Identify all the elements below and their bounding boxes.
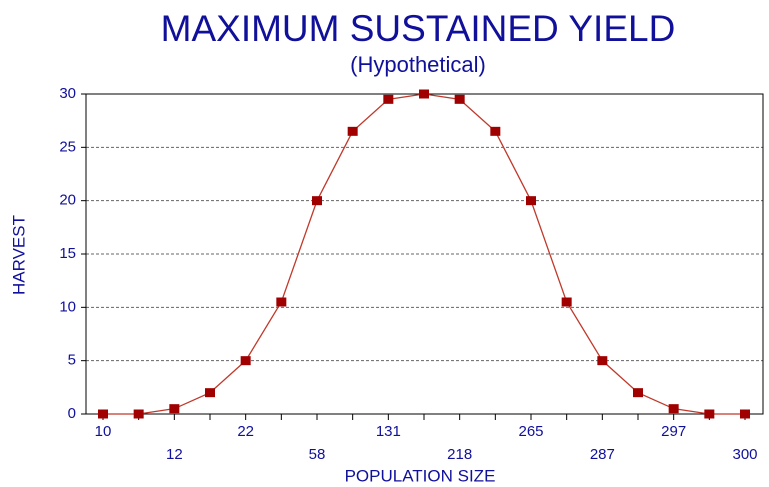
point-marker	[240, 356, 251, 366]
y-tick-label: 10	[59, 298, 76, 315]
point-marker	[205, 388, 215, 398]
y-tick-label: 30	[59, 85, 76, 102]
point-marker	[490, 126, 501, 136]
y-tick-label: 25	[59, 138, 76, 155]
point-marker	[98, 409, 108, 419]
point-marker	[668, 404, 679, 414]
x-axis-label: POPULATION SIZE	[345, 466, 496, 485]
x-tick-label: 300	[732, 446, 757, 463]
y-axis-label: HARVEST	[9, 215, 28, 295]
point-marker	[597, 356, 608, 366]
point-marker	[561, 297, 572, 307]
x-tick-label: 58	[309, 446, 326, 463]
point-marker	[347, 126, 358, 136]
point-marker	[312, 196, 322, 206]
chart-title: MAXIMUM SUSTAINED YIELD	[161, 8, 676, 49]
y-tick-label: 5	[68, 352, 76, 369]
point-marker	[633, 388, 643, 398]
point-marker	[740, 409, 750, 419]
point-marker	[704, 409, 715, 419]
x-tick-label: 10	[95, 423, 112, 440]
y-tick-label: 20	[59, 192, 76, 209]
point-marker	[454, 94, 465, 104]
y-tick-label: 0	[68, 405, 76, 422]
x-tick-label: 287	[590, 446, 615, 463]
x-tick-label: 297	[661, 423, 686, 440]
point-marker	[419, 89, 429, 99]
x-tick-label: 22	[237, 423, 254, 440]
x-tick-label: 218	[447, 446, 472, 463]
point-marker	[169, 404, 180, 414]
x-tick-label: 12	[166, 446, 183, 463]
point-marker	[383, 94, 394, 104]
chart-subtitle: (Hypothetical)	[350, 52, 486, 77]
x-tick-label: 265	[518, 423, 543, 440]
point-marker	[133, 409, 144, 419]
x-tick-label: 131	[376, 423, 401, 440]
point-marker	[276, 297, 287, 307]
y-tick-label: 15	[59, 245, 76, 262]
point-marker	[526, 196, 536, 206]
